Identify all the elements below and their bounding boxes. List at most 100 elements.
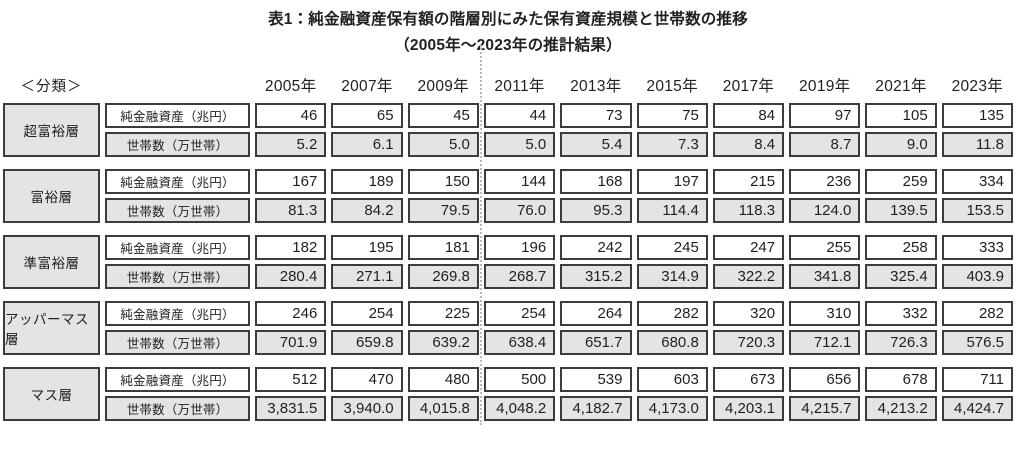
table-titles: 表1：純金融資産保有額の階層別にみた保有資産規模と世帯数の推移 （2005年～2… <box>0 0 1016 60</box>
metric-label-assets: 純金融資産（兆円） <box>105 235 250 260</box>
asset-value-cell: 603 <box>636 367 708 392</box>
asset-value-cell: 46 <box>255 103 327 128</box>
asset-value-cell: 678 <box>865 367 937 392</box>
year-label: 2019年 <box>799 78 851 95</box>
asset-value-cell: 75 <box>636 103 708 128</box>
household-value-cell: 8.4 <box>712 132 785 157</box>
asset-value-cell: 246 <box>255 301 327 326</box>
classification-label: ＜分類＞ <box>20 78 83 95</box>
metric-label-households: 世帯数（万世帯） <box>105 198 250 223</box>
asset-value-cell: 215 <box>712 169 785 194</box>
household-value-cell: 4,048.2 <box>483 396 556 421</box>
household-value-cell: 314.9 <box>636 264 708 289</box>
tier-group: 超富裕層 純金融資産（兆円） 46 65 45 44 73 75 84 97 105 135 世帯数（万… <box>3 103 1013 157</box>
household-value-cell: 4,203.1 <box>712 396 785 421</box>
asset-value-cell: 196 <box>483 235 556 260</box>
asset-value-cell: 167 <box>255 169 327 194</box>
household-value-cell: 4,424.7 <box>941 396 1013 421</box>
asset-value-cell: 711 <box>941 367 1013 392</box>
household-value-cell: 4,173.0 <box>636 396 708 421</box>
asset-value-cell: 84 <box>712 103 785 128</box>
metric-label-households: 世帯数（万世帯） <box>105 396 250 421</box>
household-value-cell: 76.0 <box>483 198 556 223</box>
household-value-cell: 114.4 <box>636 198 708 223</box>
asset-value-cell: 310 <box>789 301 861 326</box>
household-value-cell: 651.7 <box>560 330 632 355</box>
household-value-cell: 322.2 <box>712 264 785 289</box>
asset-value-cell: 245 <box>636 235 708 260</box>
asset-value-cell: 225 <box>407 301 479 326</box>
household-value-cell: 11.8 <box>941 132 1013 157</box>
asset-value-cell: 236 <box>789 169 861 194</box>
year-label: 2013年 <box>570 78 622 95</box>
asset-value-cell: 470 <box>331 367 403 392</box>
tier-group: 準富裕層 純金融資産（兆円） 182 195 181 196 242 245 247 255 258… <box>3 235 1013 289</box>
household-value-cell: 5.0 <box>483 132 556 157</box>
asset-value-cell: 320 <box>712 301 785 326</box>
household-value-cell: 680.8 <box>636 330 708 355</box>
household-value-cell: 79.5 <box>407 198 479 223</box>
asset-value-cell: 105 <box>865 103 937 128</box>
asset-value-cell: 656 <box>789 367 861 392</box>
asset-value-cell: 500 <box>483 367 556 392</box>
household-value-cell: 84.2 <box>331 198 403 223</box>
household-value-cell: 5.0 <box>407 132 479 157</box>
asset-value-cell: 44 <box>483 103 556 128</box>
tier-group: アッパーマス層 純金融資産（兆円） 246 254 225 254 264 282 320 310… <box>3 301 1013 355</box>
tier-name-cell: アッパーマス層 <box>3 301 100 355</box>
year-label: 2011年 <box>494 78 545 95</box>
asset-value-cell: 182 <box>255 235 327 260</box>
asset-value-cell: 282 <box>636 301 708 326</box>
household-value-cell: 720.3 <box>712 330 785 355</box>
asset-value-cell: 259 <box>865 169 937 194</box>
household-value-cell: 576.5 <box>941 330 1013 355</box>
household-value-cell: 95.3 <box>560 198 632 223</box>
household-value-cell: 315.2 <box>560 264 632 289</box>
tier-name-cell: 富裕層 <box>3 169 100 223</box>
asset-value-cell: 539 <box>560 367 632 392</box>
tier-name-cell: 超富裕層 <box>3 103 100 157</box>
tier-group: 富裕層 純金融資産（兆円） 167 189 150 144 168 197 215 236 259 3… <box>3 169 1013 223</box>
asset-value-cell: 512 <box>255 367 327 392</box>
household-value-cell: 280.4 <box>255 264 327 289</box>
asset-value-cell: 168 <box>560 169 632 194</box>
household-value-cell: 7.3 <box>636 132 708 157</box>
asset-value-cell: 150 <box>407 169 479 194</box>
household-value-cell: 5.2 <box>255 132 327 157</box>
metric-label-assets: 純金融資産（兆円） <box>105 103 250 128</box>
household-value-cell: 712.1 <box>789 330 861 355</box>
household-value-cell: 4,015.8 <box>407 396 479 421</box>
household-value-cell: 271.1 <box>331 264 403 289</box>
asset-value-cell: 282 <box>941 301 1013 326</box>
year-label: 2005年 <box>264 78 317 95</box>
household-value-cell: 268.7 <box>483 264 556 289</box>
year-label: 2007年 <box>341 78 393 95</box>
household-value-cell: 6.1 <box>331 132 403 157</box>
year-header-row: ＜分類＞ 2005年 2007年 2009年 2011年 2013年 2015年 2017年… <box>3 73 1013 97</box>
year-label: 2023年 <box>951 78 1004 95</box>
wealth-tier-table: ＜分類＞ 2005年 2007年 2009年 2011年 2013年 2015年 2017年… <box>3 45 1013 425</box>
household-value-cell: 124.0 <box>789 198 861 223</box>
household-value-cell: 638.4 <box>483 330 556 355</box>
asset-value-cell: 73 <box>560 103 632 128</box>
household-value-cell: 9.0 <box>865 132 937 157</box>
asset-value-cell: 189 <box>331 169 403 194</box>
asset-value-cell: 195 <box>331 235 403 260</box>
household-value-cell: 81.3 <box>255 198 327 223</box>
asset-value-cell: 254 <box>331 301 403 326</box>
household-value-cell: 726.3 <box>865 330 937 355</box>
asset-value-cell: 65 <box>331 103 403 128</box>
asset-value-cell: 135 <box>941 103 1013 128</box>
metric-label-households: 世帯数（万世帯） <box>105 132 250 157</box>
household-value-cell: 639.2 <box>407 330 479 355</box>
year-label: 2009年 <box>417 78 469 95</box>
asset-value-cell: 181 <box>407 235 479 260</box>
asset-value-cell: 45 <box>407 103 479 128</box>
asset-value-cell: 255 <box>789 235 861 260</box>
asset-value-cell: 144 <box>483 169 556 194</box>
household-value-cell: 659.8 <box>331 330 403 355</box>
year-label: 2017年 <box>722 78 775 95</box>
metric-label-assets: 純金融資産（兆円） <box>105 301 250 326</box>
metric-label-assets: 純金融資産（兆円） <box>105 169 250 194</box>
household-value-cell: 118.3 <box>712 198 785 223</box>
